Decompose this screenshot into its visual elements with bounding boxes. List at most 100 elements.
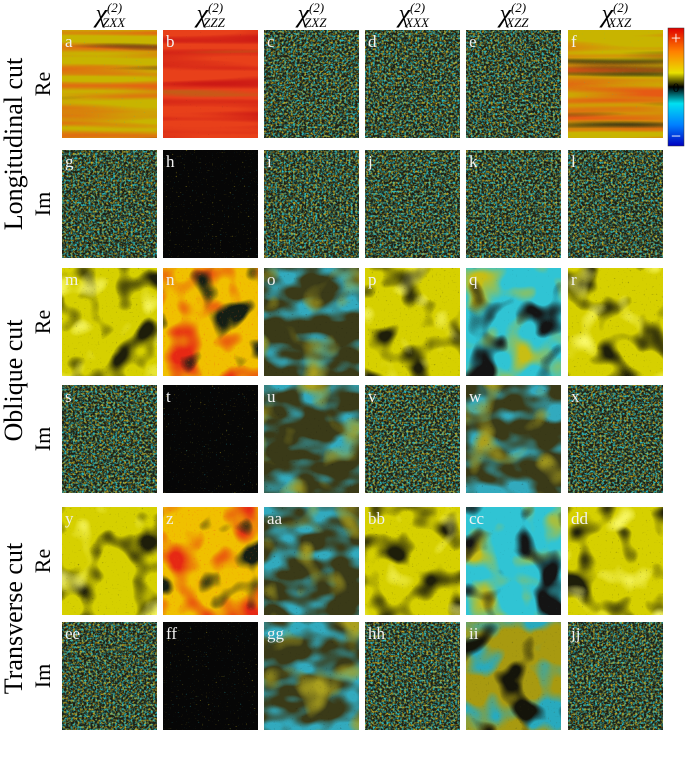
image-panel: l (568, 150, 663, 258)
panel-letter: j (367, 152, 373, 171)
image-panel: e (466, 30, 561, 138)
panel-texture (365, 268, 460, 376)
panel-letter: v (368, 387, 377, 406)
panel-letter: g (65, 152, 74, 171)
panel-letter: e (469, 32, 477, 51)
order: (2) (613, 0, 628, 15)
panel-letter: ii (469, 624, 479, 643)
panel-texture (568, 150, 663, 258)
column-header: χ(2) XXX (396, 0, 431, 30)
panel-letter: cc (469, 509, 485, 528)
panel-letter: dd (571, 509, 589, 528)
panel-letter: z (166, 509, 174, 528)
image-panel: z (163, 507, 258, 615)
chi-symbol: χ (599, 0, 614, 28)
panel-letter: o (267, 270, 276, 289)
panel-letter: y (65, 509, 74, 528)
image-panel: j (365, 150, 460, 258)
panel-texture (62, 385, 157, 493)
panel-letter: c (267, 32, 275, 51)
panel-texture (568, 268, 663, 376)
panel-texture (62, 30, 157, 138)
image-panel: aa (264, 507, 359, 615)
panel-texture (365, 385, 460, 493)
image-panel: gg (264, 622, 359, 730)
panel-letter: bb (368, 509, 385, 528)
image-panel: p (365, 268, 460, 376)
panel-letter: w (469, 387, 482, 406)
row-label: Im (30, 664, 55, 688)
image-panel: jj (568, 622, 663, 730)
image-panel: dd (568, 507, 663, 615)
image-panel: c (264, 30, 359, 138)
colorbar (667, 27, 685, 147)
panel-texture (568, 30, 663, 138)
row-label: Re (30, 549, 55, 573)
group-label: Longitudinal cut (0, 57, 28, 230)
panel-texture (365, 30, 460, 138)
chi-symbol: χ (295, 0, 310, 28)
image-panel: a (62, 30, 157, 138)
panel-letter: k (469, 152, 478, 171)
row-label: Im (30, 192, 55, 216)
panel-letter: p (368, 270, 377, 289)
panel-texture (62, 150, 157, 258)
chi-symbol: χ (497, 0, 512, 28)
panel-letter: f (571, 32, 577, 51)
column-header: χ(2) ZXX (93, 0, 127, 30)
panel-texture (568, 622, 663, 730)
panel-texture (264, 30, 359, 138)
panel-texture (163, 385, 258, 493)
panel-letter: a (65, 32, 73, 51)
panel-letter: u (267, 387, 276, 406)
panel-texture (365, 622, 460, 730)
column-header: χ(2) XZZ (497, 0, 530, 30)
panel-texture (163, 507, 258, 615)
image-panel: s (62, 385, 157, 493)
panel-letter: s (65, 387, 72, 406)
panel-texture (264, 385, 359, 493)
chi-symbol: χ (93, 0, 108, 28)
row-label: Im (30, 427, 55, 451)
panel-letter: ee (65, 624, 80, 643)
subscript: XXX (404, 15, 430, 30)
panel-letter: d (368, 32, 377, 51)
image-panel: r (568, 268, 663, 376)
subscript: ZXZ (304, 15, 327, 30)
panel-texture (466, 507, 561, 615)
panel-texture (568, 385, 663, 493)
order: (2) (208, 0, 223, 15)
image-panel: i (264, 150, 359, 258)
image-panel: g (62, 150, 157, 258)
row-label: Re (30, 72, 55, 96)
image-panel: ii (466, 622, 561, 730)
chi-symbol: χ (194, 0, 209, 28)
image-panel: hh (365, 622, 460, 730)
panel-letter: gg (267, 624, 285, 643)
column-header: χ(2) XXZ (599, 0, 633, 30)
group-label: Transverse cut (0, 542, 28, 694)
subscript: ZXX (102, 15, 126, 30)
chi-symbol: χ (396, 0, 411, 28)
subscript: XZZ (505, 15, 529, 30)
image-panel: y (62, 507, 157, 615)
image-panel: ee (62, 622, 157, 730)
image-panel: m (62, 268, 157, 376)
panel-texture (163, 30, 258, 138)
panel-letter: q (469, 270, 478, 289)
panel-texture (62, 268, 157, 376)
panel-texture (264, 507, 359, 615)
panel-letter: l (571, 152, 576, 171)
z-arrowhead (79, 748, 86, 756)
panel-texture (163, 622, 258, 730)
panel-letter: hh (368, 624, 386, 643)
group-label: Oblique cut (0, 319, 28, 442)
panel-letter: ff (166, 624, 177, 643)
row-label: Re (30, 310, 55, 334)
panel-letter: t (166, 387, 171, 406)
panel-letter: b (166, 32, 175, 51)
subscript: XXZ (607, 15, 632, 30)
image-panel: n (163, 268, 258, 376)
panel-texture (466, 30, 561, 138)
image-panel: b (163, 30, 258, 138)
